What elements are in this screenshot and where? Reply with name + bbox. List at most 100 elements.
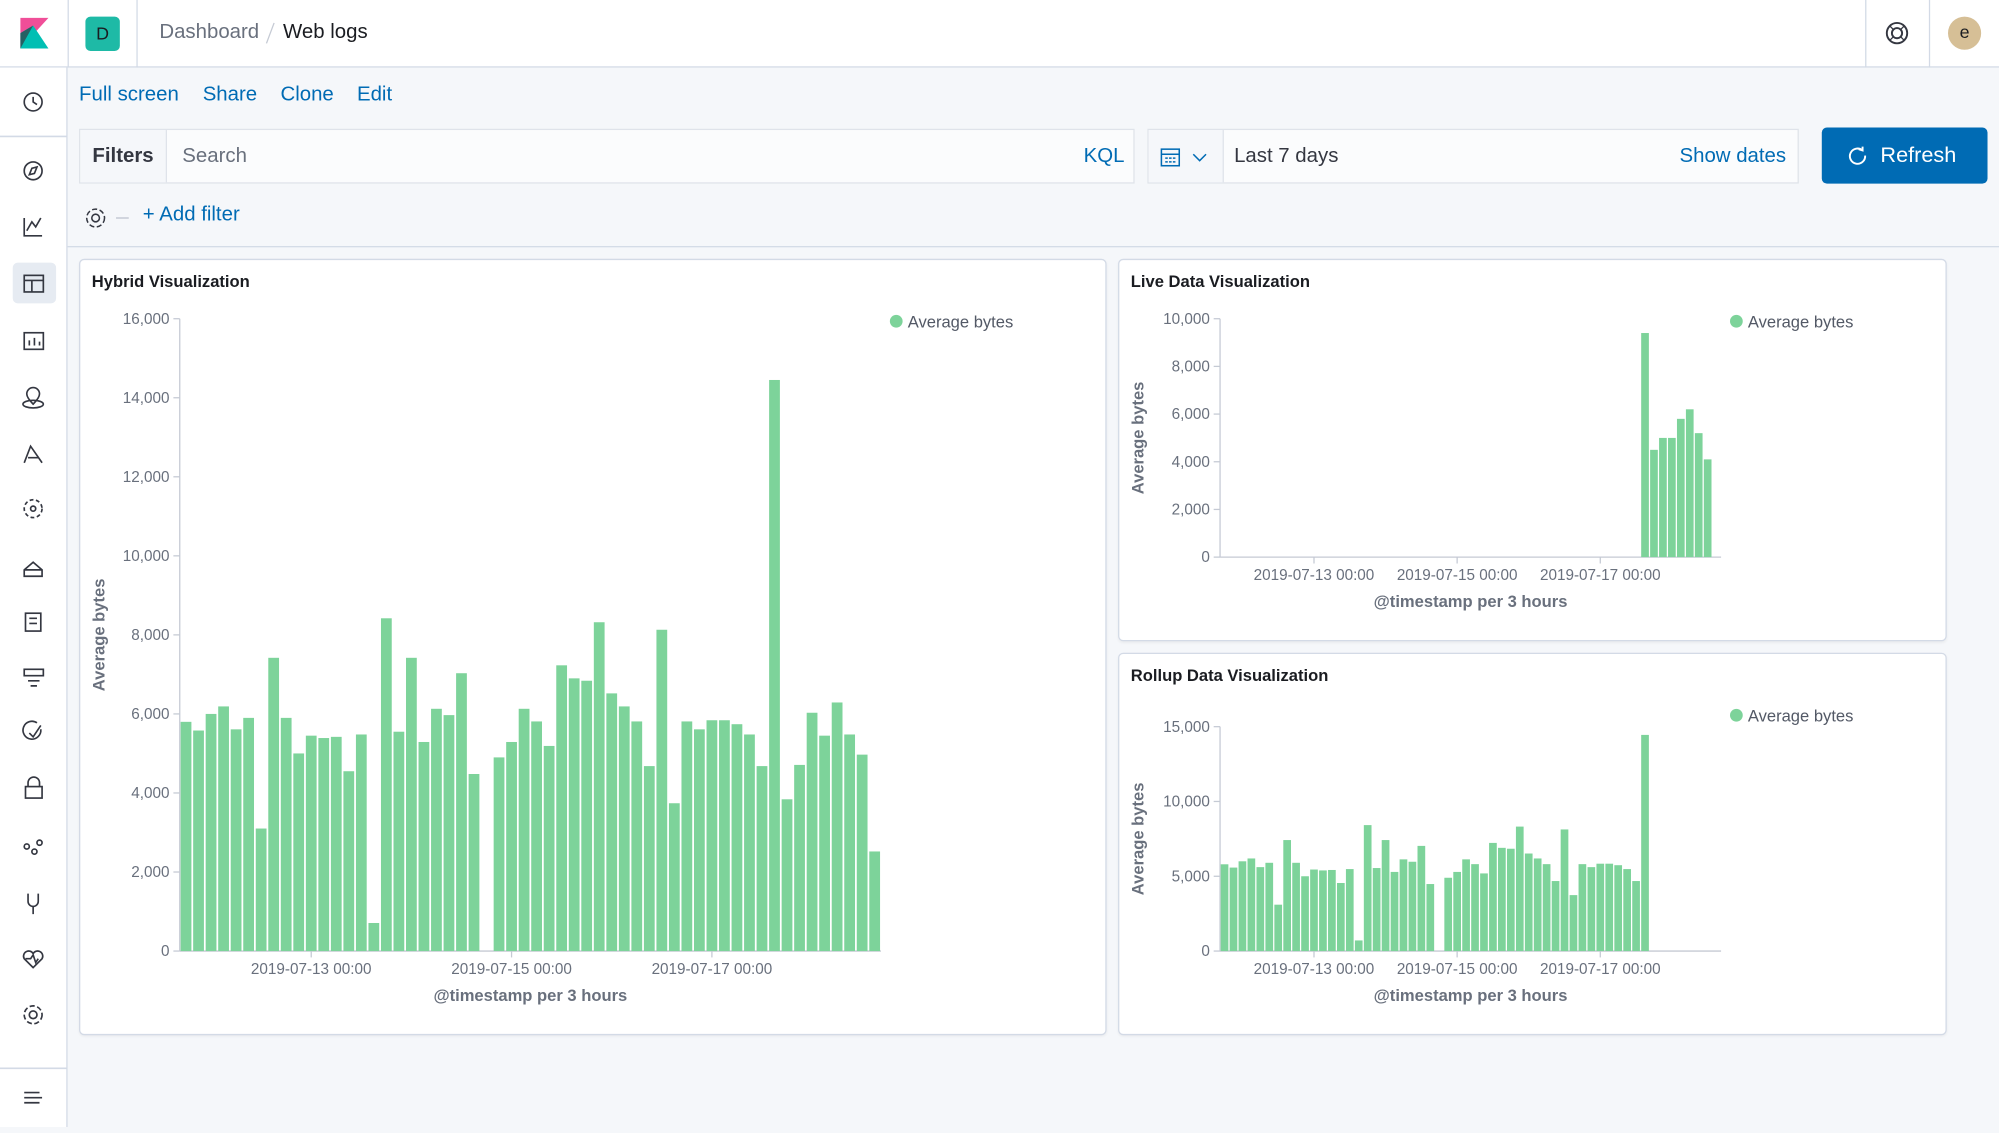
- bar: [782, 799, 793, 951]
- bar: [1265, 863, 1273, 951]
- bar: [1418, 846, 1426, 951]
- bar: [193, 731, 204, 952]
- y-tick-label: 0: [1201, 549, 1210, 566]
- bar: [256, 829, 267, 952]
- bar: [1230, 868, 1238, 951]
- bar: [832, 702, 843, 951]
- bar: [1543, 864, 1551, 951]
- legend-swatch: [890, 315, 903, 328]
- bar: [1382, 840, 1390, 951]
- bar: [1516, 827, 1524, 951]
- bar: [181, 722, 192, 951]
- chart-title: Live Data Visualization: [1131, 272, 1310, 291]
- bar: [356, 734, 367, 951]
- bar: [406, 658, 417, 951]
- y-axis-label: Average bytes: [90, 579, 109, 692]
- bar: [1453, 872, 1461, 951]
- bar: [1534, 858, 1542, 951]
- bar: [431, 709, 442, 951]
- x-tick-label: 2019-07-17 00:00: [1540, 961, 1661, 978]
- bar: [1274, 905, 1282, 951]
- bar: [1292, 863, 1300, 951]
- bar: [1695, 433, 1703, 557]
- bar: [1704, 459, 1712, 557]
- bar: [719, 720, 730, 951]
- bar: [869, 851, 880, 951]
- bar: [1346, 869, 1354, 951]
- x-tick-label: 2019-07-15 00:00: [1397, 567, 1518, 584]
- bar: [769, 380, 780, 951]
- x-tick-label: 2019-07-17 00:00: [652, 961, 773, 978]
- bar: [318, 738, 329, 951]
- bar: [1552, 881, 1560, 951]
- bar: [1310, 870, 1318, 952]
- bar: [1373, 868, 1381, 951]
- bar: [1391, 872, 1399, 951]
- bar: [1605, 864, 1613, 951]
- y-tick-label: 8,000: [1172, 358, 1210, 375]
- bar: [1561, 829, 1569, 951]
- bar: [1301, 876, 1309, 951]
- y-axis-label: Average bytes: [1129, 382, 1148, 495]
- bar: [494, 757, 505, 951]
- y-tick-label: 2,000: [131, 864, 169, 881]
- bar: [757, 766, 768, 951]
- y-tick-label: 4,000: [1172, 454, 1210, 471]
- bar: [544, 746, 555, 951]
- y-tick-label: 14,000: [123, 390, 170, 407]
- bar: [1471, 864, 1479, 951]
- bar: [268, 658, 279, 951]
- y-tick-label: 8,000: [131, 627, 169, 644]
- legend-label: Average bytes: [908, 313, 1014, 332]
- bar: [1498, 848, 1506, 951]
- bar: [506, 742, 517, 951]
- bar: [1328, 870, 1336, 951]
- bar: [206, 714, 217, 951]
- x-tick-label: 2019-07-13 00:00: [251, 961, 372, 978]
- bar: [1641, 333, 1649, 557]
- bar: [343, 771, 354, 951]
- bar: [631, 721, 642, 951]
- bar: [419, 742, 430, 951]
- bar: [1668, 438, 1676, 557]
- y-tick-label: 6,000: [1172, 406, 1210, 423]
- chart-title: Rollup Data Visualization: [1131, 666, 1329, 685]
- y-axis-label: Average bytes: [1129, 783, 1148, 896]
- bar: [1221, 864, 1229, 951]
- bar: [1587, 867, 1595, 951]
- bar: [1319, 870, 1327, 951]
- y-tick-label: 10,000: [1163, 794, 1210, 811]
- bar: [444, 715, 455, 951]
- bar: [1337, 883, 1345, 951]
- bar: [218, 706, 229, 951]
- bar: [1462, 859, 1470, 951]
- bar: [243, 718, 254, 951]
- y-tick-label: 15,000: [1163, 719, 1210, 736]
- bar: [1489, 843, 1497, 951]
- y-tick-label: 12,000: [123, 469, 170, 486]
- bar: [1364, 825, 1372, 951]
- bar: [519, 709, 530, 951]
- bar: [1283, 840, 1291, 951]
- bar: [381, 618, 392, 951]
- chart-title: Hybrid Visualization: [92, 272, 250, 291]
- bar: [681, 721, 692, 951]
- bar: [1409, 862, 1417, 951]
- bar: [794, 765, 805, 951]
- bar: [281, 718, 292, 951]
- bar: [1480, 873, 1488, 951]
- bar: [569, 678, 580, 951]
- y-tick-label: 0: [1201, 943, 1210, 960]
- bar: [456, 673, 467, 951]
- bar: [393, 732, 404, 951]
- y-tick-label: 5,000: [1172, 868, 1210, 885]
- x-axis-label: @timestamp per 3 hours: [433, 986, 627, 1005]
- bar: [1641, 735, 1649, 951]
- x-tick-label: 2019-07-13 00:00: [1254, 567, 1375, 584]
- legend-swatch: [1730, 709, 1743, 722]
- bar: [293, 753, 304, 951]
- y-tick-label: 16,000: [123, 311, 170, 328]
- x-tick-label: 2019-07-15 00:00: [451, 961, 572, 978]
- bar: [606, 693, 617, 951]
